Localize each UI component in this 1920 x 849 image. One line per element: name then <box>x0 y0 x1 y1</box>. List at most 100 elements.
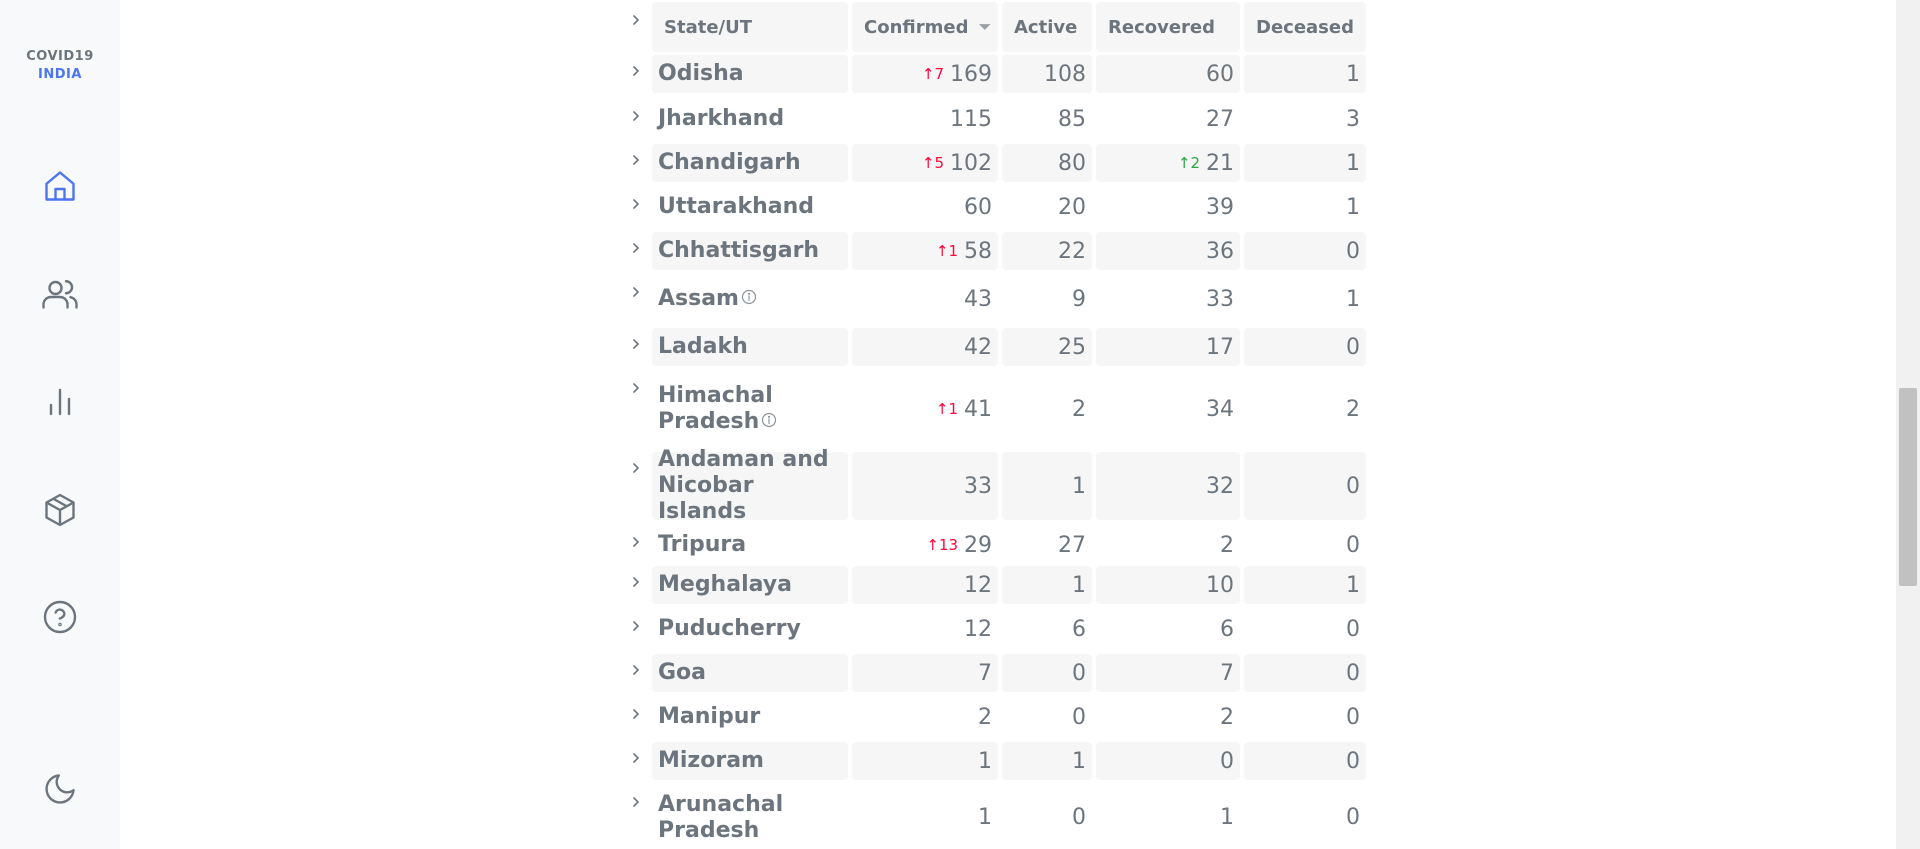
app-logo[interactable]: COVID19 INDIA <box>0 48 120 84</box>
chevron-right-icon <box>633 66 639 76</box>
table-row[interactable]: Manipur 2 0 2 0 <box>622 698 1366 736</box>
expand-row-button[interactable] <box>622 568 650 596</box>
table-row[interactable]: Chhattisgarh ↑1 58 22 36 0 <box>622 232 1366 270</box>
expand-row-button[interactable] <box>622 700 650 728</box>
deceased-value: 0 <box>1346 748 1360 774</box>
bar-chart-icon <box>49 388 71 416</box>
deceased-cell: 0 <box>1244 452 1366 520</box>
confirmed-cell: 1 <box>852 786 998 849</box>
header-recovered[interactable]: Recovered <box>1096 2 1240 52</box>
recovered-value: 33 <box>1206 286 1234 312</box>
sidebar: COVID19 INDIA <box>0 0 120 849</box>
recovered-value: 6 <box>1220 616 1234 642</box>
header-deceased[interactable]: Deceased <box>1244 2 1366 52</box>
active-cell: 25 <box>1002 328 1092 366</box>
nav-home[interactable] <box>40 166 80 206</box>
table-row[interactable]: Ladakh 42 25 17 0 <box>622 328 1366 366</box>
table-row[interactable]: Puducherry 12 6 6 0 <box>622 610 1366 648</box>
table-row[interactable]: Meghalaya 12 1 10 1 <box>622 566 1366 604</box>
expand-row-button[interactable] <box>622 234 650 262</box>
table-row[interactable]: Mizoram 1 1 0 0 <box>622 742 1366 780</box>
table-row[interactable]: Goa 7 0 7 0 <box>622 654 1366 692</box>
nav-deepdive[interactable] <box>40 382 80 422</box>
expand-row-button[interactable] <box>622 528 650 556</box>
dark-mode-toggle[interactable] <box>40 769 80 809</box>
confirmed-delta: ↑13 <box>926 536 958 554</box>
active-cell: 27 <box>1002 526 1092 564</box>
nav-faq[interactable] <box>40 597 80 637</box>
state-cell[interactable]: Chandigarh <box>652 144 848 182</box>
recovered-value: 17 <box>1206 334 1234 360</box>
scrollbar[interactable] <box>1896 0 1920 849</box>
active-cell: 6 <box>1002 610 1092 648</box>
confirmed-value: 58 <box>964 238 992 264</box>
active-value: 0 <box>1072 704 1086 730</box>
table-row[interactable]: Chandigarh ↑5 102 80 ↑2 21 1 <box>622 144 1366 182</box>
chevron-right-icon <box>633 621 639 631</box>
expand-row-button[interactable] <box>622 612 650 640</box>
state-cell[interactable]: Andaman and Nicobar Islands <box>652 447 848 524</box>
state-cell[interactable]: Chhattisgarh <box>652 232 848 270</box>
nav-essentials[interactable] <box>40 490 80 530</box>
chevron-right-icon <box>633 709 639 719</box>
expand-row-button[interactable] <box>622 656 650 684</box>
state-cell[interactable]: Puducherry <box>652 610 848 648</box>
state-cell[interactable]: Himachal Pradesh <box>652 372 848 446</box>
state-cell[interactable]: Odisha <box>652 55 848 93</box>
table-row[interactable]: Uttarakhand 60 20 39 1 <box>622 188 1366 226</box>
home-icon <box>45 171 75 201</box>
expand-row-button[interactable] <box>622 374 650 402</box>
active-value: 2 <box>1072 396 1086 422</box>
deceased-value: 0 <box>1346 238 1360 264</box>
state-cell[interactable]: Meghalaya <box>652 566 848 604</box>
state-cell[interactable]: Manipur <box>652 698 848 736</box>
state-cell[interactable]: Goa <box>652 654 848 692</box>
confirmed-cell: ↑13 29 <box>852 526 998 564</box>
expand-all-button[interactable] <box>622 6 650 34</box>
header-confirmed[interactable]: Confirmed <box>852 2 998 52</box>
recovered-cell: 39 <box>1096 188 1240 226</box>
table-row[interactable]: Odisha ↑7 169 108 60 1 <box>622 55 1366 93</box>
deceased-cell: 0 <box>1244 698 1366 736</box>
table-row[interactable]: Arunachal Pradesh 1 0 1 0 <box>622 786 1366 849</box>
info-icon[interactable] <box>741 286 757 312</box>
expand-row-button[interactable] <box>622 278 650 306</box>
expand-row-button[interactable] <box>622 788 650 816</box>
confirmed-delta: ↑1 <box>935 400 958 418</box>
recovered-cell: 2 <box>1096 526 1240 564</box>
state-cell[interactable]: Mizoram <box>652 742 848 780</box>
expand-row-button[interactable] <box>622 146 650 174</box>
confirmed-cell: ↑1 58 <box>852 232 998 270</box>
confirmed-value: 29 <box>964 532 992 558</box>
state-cell[interactable]: Assam <box>652 276 848 322</box>
deceased-value: 0 <box>1346 704 1360 730</box>
state-cell[interactable]: Jharkhand <box>652 100 848 138</box>
table-row[interactable]: Assam 43 9 33 1 <box>622 276 1366 322</box>
expand-row-button[interactable] <box>622 190 650 218</box>
confirmed-value: 41 <box>964 396 992 422</box>
info-icon[interactable] <box>761 409 777 435</box>
state-cell[interactable]: Arunachal Pradesh <box>652 786 848 849</box>
header-state[interactable]: State/UT <box>652 2 848 52</box>
expand-row-button[interactable] <box>622 57 650 85</box>
state-name-line: Andaman and <box>658 447 829 472</box>
table-row[interactable]: Andaman and Nicobar Islands 33 1 32 0 <box>622 447 1366 524</box>
table-row[interactable]: Tripura ↑13 29 27 2 0 <box>622 526 1366 564</box>
deceased-value: 0 <box>1346 532 1360 558</box>
state-cell[interactable]: Ladakh <box>652 328 848 366</box>
expand-row-button[interactable] <box>622 102 650 130</box>
expand-row-button[interactable] <box>622 330 650 358</box>
expand-row-button[interactable] <box>622 744 650 772</box>
state-cell[interactable]: Uttarakhand <box>652 188 848 226</box>
scrollbar-thumb[interactable] <box>1899 388 1917 586</box>
expand-row-button[interactable] <box>622 454 650 482</box>
recovered-cell: 7 <box>1096 654 1240 692</box>
recovered-value: 27 <box>1206 106 1234 132</box>
table-row[interactable]: Jharkhand 115 85 27 3 <box>622 100 1366 138</box>
table-row[interactable]: Himachal Pradesh ↑1 41 2 34 2 <box>622 372 1366 446</box>
nav-demographics[interactable] <box>40 274 80 314</box>
header-active[interactable]: Active <box>1002 2 1092 52</box>
deceased-value: 3 <box>1346 106 1360 132</box>
state-cell[interactable]: Tripura <box>652 526 848 564</box>
deceased-value: 0 <box>1346 334 1360 360</box>
